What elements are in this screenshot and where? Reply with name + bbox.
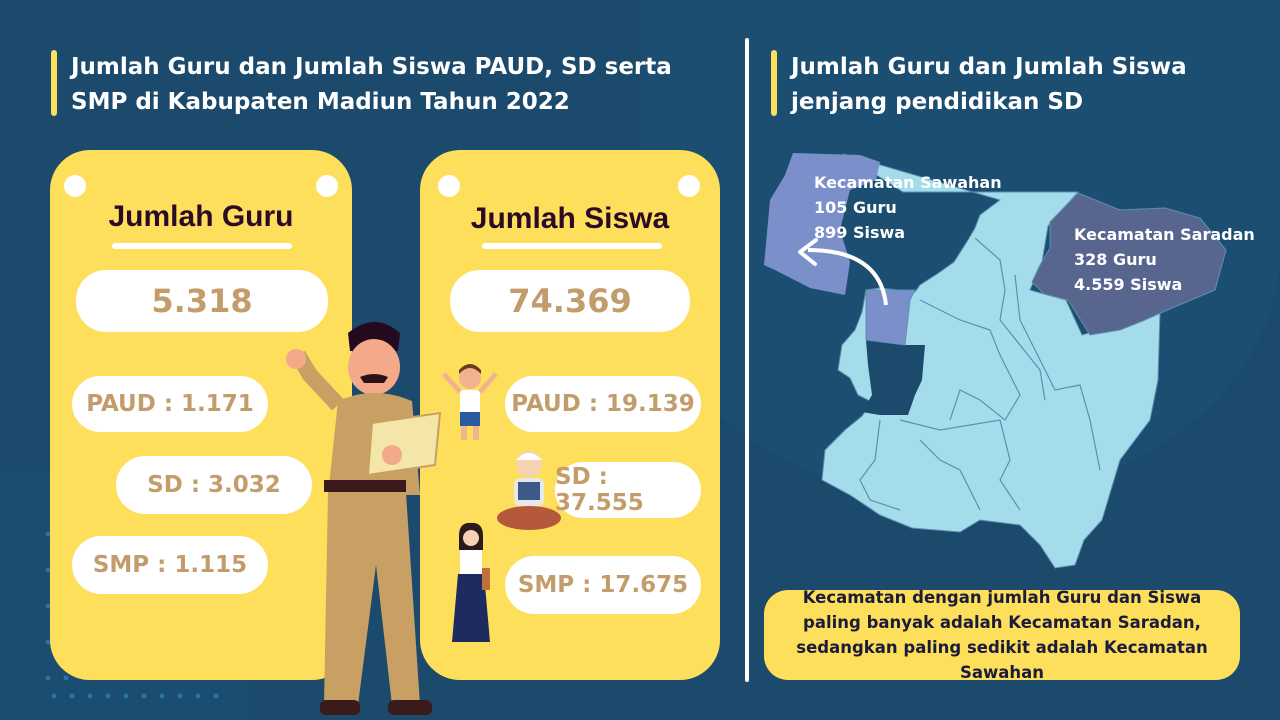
decor-dot (195, 693, 201, 699)
conclusion-text: Kecamatan dengan jumlah Guru dan Siswa p… (796, 588, 1208, 682)
map-region-sawahan (764, 153, 880, 295)
map-region-saradan (1031, 192, 1227, 336)
decor-dot (159, 693, 165, 699)
card-hole (64, 175, 86, 197)
decor-dot (105, 693, 111, 699)
siswa-total: 74.369 (450, 270, 690, 332)
arrow-head-icon (798, 238, 818, 266)
map-dark-hole (862, 340, 925, 415)
guru-heading: Jumlah Guru (108, 200, 294, 233)
siswa-heading: Jumlah Siswa (470, 202, 670, 235)
district-borders (859, 237, 1101, 511)
decor-dot (45, 675, 51, 681)
siswa-sd: SD : 37.555 (555, 462, 701, 518)
decor-dot (45, 603, 51, 609)
title-accent-bar (51, 50, 57, 116)
map-region-sawahan-part (865, 289, 916, 346)
decor-dot (123, 693, 129, 699)
arrow-icon (807, 248, 888, 306)
guru-paud: PAUD : 1.171 (72, 376, 268, 432)
right-title: Jumlah Guru dan Jumlah Siswa jenjang pen… (791, 54, 1187, 115)
saradan-siswa: 4.559 Siswa (1074, 275, 1183, 294)
heading-underline (112, 243, 292, 249)
siswa-smp: SMP : 17.675 (505, 556, 701, 614)
heading-underline (482, 243, 662, 249)
sawahan-label: Kecamatan Sawahan 105 Guru 899 Siswa (814, 170, 1002, 245)
sawahan-name: Kecamatan Sawahan (814, 173, 1002, 192)
student-girl-illustration (452, 522, 490, 642)
decor-dot (177, 693, 183, 699)
card-hole (678, 175, 700, 197)
teacher-illustration (286, 322, 442, 715)
section-divider (745, 38, 749, 682)
decor-dot (141, 693, 147, 699)
student-reading-illustration (497, 451, 561, 530)
decor-dot (51, 693, 57, 699)
decor-dot (87, 693, 93, 699)
sawahan-siswa: 899 Siswa (814, 223, 906, 242)
title-accent-bar (771, 50, 777, 116)
guru-smp: SMP : 1.115 (72, 536, 268, 594)
map-region-main (821, 153, 1161, 569)
decor-dot (69, 693, 75, 699)
sawahan-guru: 105 Guru (814, 198, 897, 217)
siswa-paud: PAUD : 19.139 (505, 376, 701, 432)
decor-dot (63, 675, 69, 681)
card-hole (316, 175, 338, 197)
left-title: Jumlah Guru dan Jumlah Siswa PAUD, SD se… (71, 54, 672, 115)
saradan-label: Kecamatan Saradan 328 Guru 4.559 Siswa (1074, 222, 1255, 297)
saradan-name: Kecamatan Saradan (1074, 225, 1255, 244)
saradan-guru: 328 Guru (1074, 250, 1157, 269)
card-hole (438, 175, 460, 197)
decor-dot (45, 531, 51, 537)
decor-dot (45, 639, 51, 645)
student-boy-illustration (442, 364, 498, 440)
decor-dot (45, 567, 51, 573)
guru-sd: SD : 3.032 (116, 456, 312, 514)
conclusion-note: Kecamatan dengan jumlah Guru dan Siswa p… (764, 588, 1240, 682)
decor-dot (213, 693, 219, 699)
guru-total: 5.318 (76, 270, 328, 332)
